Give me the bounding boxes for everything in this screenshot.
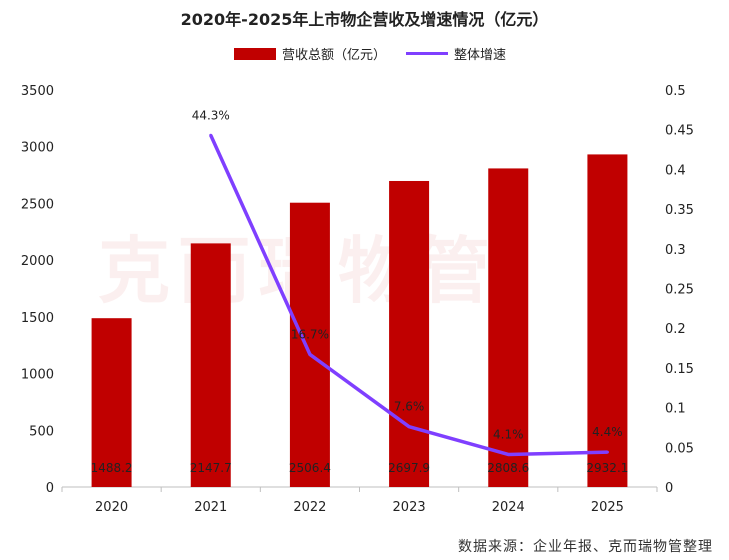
- y-right-tick-label: 0.5: [665, 84, 686, 99]
- x-tick-label: 2023: [393, 500, 426, 515]
- y-right-tick-label: 0.3: [665, 243, 686, 258]
- line-data-label: 7.6%: [394, 400, 425, 414]
- line-growth-point: [308, 352, 312, 356]
- x-tick-label: 2022: [293, 500, 326, 515]
- y-left-tick-label: 1000: [21, 368, 54, 383]
- line-growth-point: [506, 452, 510, 456]
- bar-data-label: 2147.7: [190, 461, 232, 475]
- line-growth-point: [605, 450, 609, 454]
- legend: 营收总额（亿元） 整体增速: [234, 44, 526, 63]
- bar-revenue: [91, 318, 132, 487]
- y-left-tick-label: 2000: [21, 254, 54, 269]
- y-left-tick-label: 2500: [21, 197, 54, 212]
- y-right-tick-label: 0.15: [665, 362, 694, 377]
- y-right-tick-label: 0.4: [665, 163, 686, 178]
- y-left-tick-label: 3500: [21, 84, 54, 99]
- line-growth-point: [407, 425, 411, 429]
- legend-label-growth: 整体增速: [454, 48, 507, 63]
- bar-revenue: [488, 168, 529, 488]
- y-right-tick-label: 0.25: [665, 283, 694, 298]
- y-left-tick-label: 0: [46, 481, 54, 496]
- y-left-tick-label: 1500: [21, 311, 54, 326]
- line-data-label: 4.1%: [493, 427, 524, 441]
- bar-data-label: 1488.2: [91, 461, 133, 475]
- bar-data-label: 2932.1: [586, 461, 628, 475]
- bar-data-label: 2697.9: [388, 461, 430, 475]
- bar-revenue: [289, 202, 330, 487]
- line-growth-point: [209, 133, 213, 137]
- y-right-tick-label: 0: [665, 481, 673, 496]
- line-data-label: 4.4%: [592, 425, 623, 439]
- x-tick-label: 2020: [95, 500, 128, 515]
- legend-item-growth: 整体增速: [406, 44, 506, 63]
- x-tick-label: 2025: [591, 500, 624, 515]
- legend-item-revenue: 营收总额（亿元）: [234, 44, 386, 63]
- y-left-tick-label: 3000: [21, 141, 54, 156]
- y-right-tick-label: 0.05: [665, 441, 694, 456]
- line-data-label: 44.3%: [192, 108, 230, 122]
- bar-revenue: [587, 154, 628, 488]
- y-right-tick-label: 0.2: [665, 322, 686, 337]
- bar-data-label: 2506.4: [289, 461, 331, 475]
- y-right-tick-label: 0.45: [665, 124, 694, 139]
- source-note: 数据来源：企业年报、克而瑞物管整理: [458, 539, 713, 555]
- y-right-tick-label: 0.1: [665, 402, 686, 417]
- y-right-tick-label: 0.35: [665, 203, 694, 218]
- line-data-label: 16.7%: [291, 327, 329, 341]
- legend-label-revenue: 营收总额（亿元）: [282, 48, 387, 63]
- bar-revenue: [389, 180, 430, 487]
- bar-revenue: [190, 243, 231, 487]
- x-tick-label: 2021: [194, 500, 227, 515]
- x-tick-label: 2024: [492, 500, 525, 515]
- y-left-tick-label: 500: [29, 424, 54, 439]
- legend-swatch-bar: [234, 47, 276, 60]
- legend-swatch-line: [406, 52, 449, 55]
- chart-title: 2020年-2025年上市物企营收及增速情况（亿元）: [180, 10, 549, 29]
- bar-data-label: 2808.6: [487, 461, 529, 475]
